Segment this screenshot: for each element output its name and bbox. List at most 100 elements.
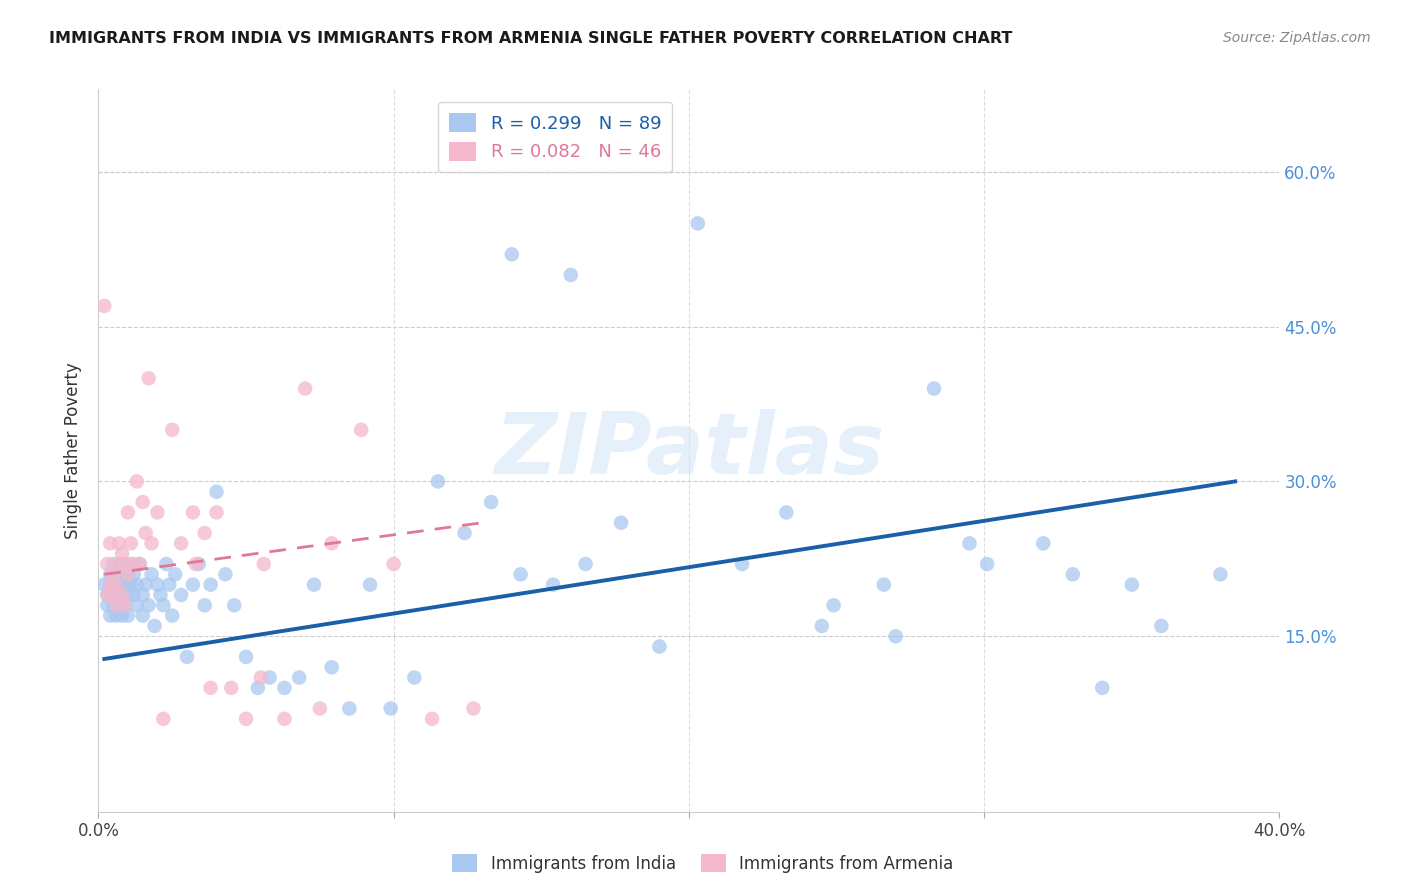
Point	[187, 557, 209, 571]
Point	[288, 671, 311, 685]
Point	[138, 371, 160, 385]
Point	[105, 577, 128, 591]
Point	[149, 588, 172, 602]
Point	[141, 567, 163, 582]
Point	[125, 577, 148, 591]
Point	[259, 671, 281, 685]
Point	[103, 599, 125, 613]
Point	[427, 475, 450, 489]
Point	[125, 599, 148, 613]
Point	[162, 423, 183, 437]
Point	[194, 526, 217, 541]
Point	[132, 495, 155, 509]
Point	[98, 536, 121, 550]
Point	[463, 701, 485, 715]
Point	[453, 526, 475, 541]
Point	[181, 505, 204, 519]
Point	[108, 599, 131, 613]
Point	[610, 516, 633, 530]
Point	[120, 557, 142, 571]
Point	[114, 599, 136, 613]
Point	[122, 567, 145, 582]
Point	[125, 475, 148, 489]
Point	[152, 712, 174, 726]
Point	[103, 588, 125, 602]
Point	[246, 681, 269, 695]
Point	[135, 577, 157, 591]
Point	[250, 671, 273, 685]
Point	[294, 382, 316, 396]
Point	[194, 599, 217, 613]
Point	[1209, 567, 1232, 582]
Point	[114, 599, 136, 613]
Point	[1091, 681, 1114, 695]
Point	[235, 712, 257, 726]
Point	[122, 557, 145, 571]
Point	[884, 629, 907, 643]
Point	[111, 608, 134, 623]
Point	[200, 577, 222, 591]
Point	[105, 577, 128, 591]
Point	[96, 557, 118, 571]
Point	[959, 536, 981, 550]
Point	[108, 557, 131, 571]
Point	[1032, 536, 1054, 550]
Point	[111, 557, 134, 571]
Point	[380, 701, 402, 715]
Point	[122, 588, 145, 602]
Point	[98, 577, 121, 591]
Point	[810, 619, 832, 633]
Point	[93, 577, 115, 591]
Point	[205, 484, 228, 499]
Point	[120, 577, 142, 591]
Point	[501, 247, 523, 261]
Point	[321, 660, 343, 674]
Point	[224, 599, 246, 613]
Point	[560, 268, 582, 282]
Point	[146, 505, 169, 519]
Point	[359, 577, 381, 591]
Point	[775, 505, 797, 519]
Point	[273, 712, 295, 726]
Point	[117, 588, 139, 602]
Point	[135, 526, 157, 541]
Point	[382, 557, 405, 571]
Point	[1121, 577, 1143, 591]
Point	[873, 577, 896, 591]
Point	[273, 681, 295, 695]
Point	[108, 588, 131, 602]
Point	[105, 567, 128, 582]
Point	[235, 649, 257, 664]
Point	[686, 216, 709, 230]
Point	[170, 588, 193, 602]
Point	[184, 557, 207, 571]
Point	[541, 577, 564, 591]
Point	[96, 588, 118, 602]
Point	[128, 557, 150, 571]
Point	[648, 640, 671, 654]
Point	[93, 299, 115, 313]
Point	[350, 423, 373, 437]
Point	[108, 536, 131, 550]
Point	[117, 567, 139, 582]
Point	[509, 567, 531, 582]
Point	[200, 681, 222, 695]
Point	[823, 599, 845, 613]
Point	[321, 536, 343, 550]
Point	[976, 557, 998, 571]
Point	[117, 567, 139, 582]
Point	[152, 599, 174, 613]
Point	[404, 671, 426, 685]
Point	[114, 557, 136, 571]
Point	[132, 608, 155, 623]
Point	[731, 557, 754, 571]
Point	[309, 701, 332, 715]
Point	[96, 588, 118, 602]
Point	[146, 577, 169, 591]
Point	[114, 577, 136, 591]
Point	[111, 547, 134, 561]
Point	[922, 382, 945, 396]
Point	[162, 608, 183, 623]
Point	[117, 505, 139, 519]
Point	[103, 588, 125, 602]
